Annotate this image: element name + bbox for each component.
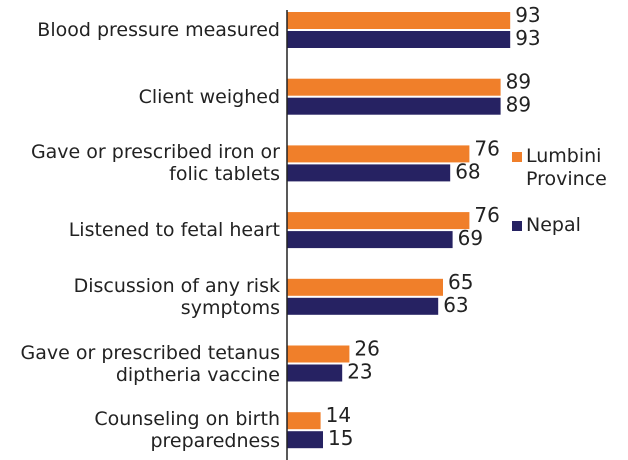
bar (287, 31, 511, 48)
bar (287, 364, 343, 382)
value-label: 89 (506, 93, 531, 117)
category-label: Counseling on birth preparedness (94, 408, 280, 453)
value-label: 93 (515, 3, 540, 27)
value-label: 69 (458, 226, 483, 250)
bar (287, 145, 470, 163)
bar (287, 78, 501, 96)
bar (287, 97, 501, 115)
value-label: 15 (328, 426, 353, 450)
bar (287, 12, 511, 29)
category-label: Gave or prescribed tetanus diptheria vac… (20, 341, 280, 386)
bar (287, 431, 323, 449)
value-label: 26 (354, 337, 379, 361)
value-label: 65 (448, 270, 473, 294)
category-label: Client weighed (138, 85, 280, 108)
category-label: Listened to fetal heart (68, 219, 280, 242)
bar (287, 231, 453, 249)
value-label: 76 (474, 136, 499, 160)
value-label: 63 (443, 293, 468, 317)
value-label: 89 (506, 70, 531, 94)
legend-label: Lumbini Province (526, 145, 607, 190)
value-label: 14 (326, 403, 351, 427)
category-label: Discussion of any risk symptoms (73, 274, 280, 319)
category-label: Gave or prescribed iron or folic tablets (30, 141, 280, 186)
legend-label: Nepal (526, 214, 581, 236)
bar (287, 164, 451, 182)
bar (287, 212, 470, 230)
bar (287, 278, 443, 296)
value-label: 23 (347, 360, 372, 384)
bar (287, 345, 350, 363)
legend-swatch (512, 221, 522, 231)
bar (287, 412, 321, 430)
value-label: 93 (515, 26, 540, 50)
value-label: 76 (474, 203, 499, 227)
legend-swatch (512, 152, 522, 162)
bar (287, 297, 439, 315)
category-label: Blood pressure measured (37, 19, 280, 41)
value-label: 68 (455, 159, 480, 183)
